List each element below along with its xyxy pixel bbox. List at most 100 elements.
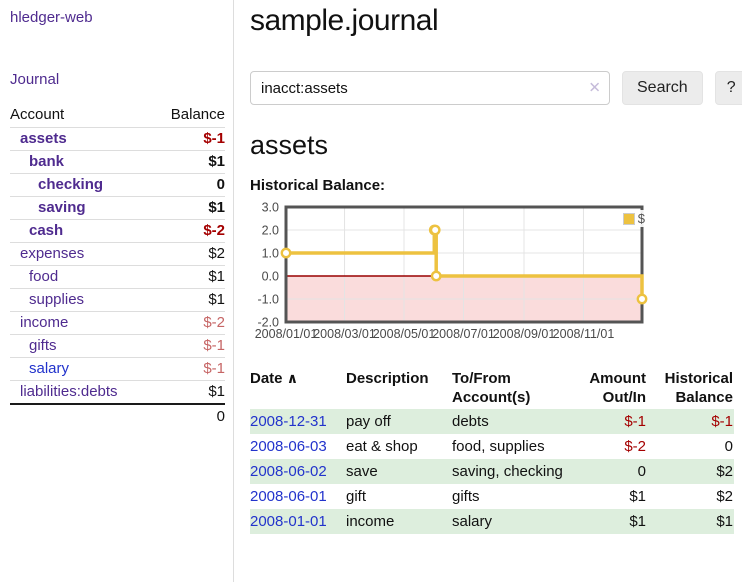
clear-search-icon[interactable]: ✕ (588, 79, 601, 97)
x-axis-label: 2008/09/01 (493, 327, 556, 341)
sort-ascending-icon[interactable]: ∧ (286, 370, 299, 386)
transaction-balance: 0 (724, 438, 733, 455)
page-title: sample.journal (250, 4, 439, 37)
transaction-description: gift (346, 488, 367, 505)
data-point-marker (429, 224, 441, 236)
transaction-balance: $-1 (711, 413, 733, 430)
search-button[interactable]: Search (622, 71, 703, 105)
column-header-amount: Amount Out/In (589, 370, 646, 406)
y-axis-label: -2.0 (257, 316, 279, 330)
account-row: bank $1 (10, 150, 225, 173)
x-axis-label: 2008/03/01 (313, 327, 376, 341)
account-row: salary $-1 (10, 357, 225, 380)
legend-label: $ (637, 211, 645, 226)
historical-balance-chart[interactable]: 3.0 2.0 1.0 0.0 -1.0 -2.0 2008/01/01 2008/03/01… (250, 201, 650, 343)
brand-link[interactable]: hledger-web (10, 9, 93, 26)
account-balance: $1 (208, 199, 225, 216)
chart-legend: $ (620, 210, 647, 227)
transaction-date-link[interactable]: 2008-12-31 (250, 413, 327, 430)
y-axis-label: 3.0 (262, 201, 279, 215)
transaction-accounts: gifts (452, 488, 480, 505)
accounts-rows: assets $-1 bank $1 checking 0 saving $1 cash $-2 e… (10, 127, 225, 403)
account-link-salary[interactable]: salary (29, 360, 70, 377)
transaction-date-link[interactable]: 2008-06-03 (250, 438, 327, 455)
transactions-header-row: Date ∧ Description To/From Account(s) Amount… (250, 367, 734, 409)
account-balance: $1 (208, 291, 225, 308)
data-point-marker (430, 270, 442, 282)
account-link-cash[interactable]: cash (29, 222, 64, 239)
transaction-row: 2008-06-03 eat & shop food, supplies $-2 0 (250, 434, 734, 459)
account-link-food[interactable]: food (29, 268, 59, 285)
account-balance: $1 (208, 383, 225, 400)
column-header-description: Description (346, 370, 429, 387)
column-header-accounts: To/From Account(s) (452, 370, 531, 406)
transaction-accounts: saving, checking (452, 463, 563, 480)
account-link-saving[interactable]: saving (38, 199, 86, 216)
transaction-balance: $2 (716, 463, 733, 480)
account-link-assets[interactable]: assets (20, 130, 67, 147)
account-column-header: Account (10, 106, 65, 123)
column-header-balance: Historical Balance (664, 370, 733, 406)
y-axis-label: -1.0 (257, 293, 279, 307)
account-row: income $-2 (10, 311, 225, 334)
transaction-row: 2008-06-01 gift gifts $1 $2 (250, 484, 734, 509)
sidebar: hledger-web Journal Account Balance asse… (0, 0, 234, 582)
account-row: expenses $2 (10, 242, 225, 265)
account-row: liabilities:debts $1 (10, 380, 225, 403)
account-row: food $1 (10, 265, 225, 288)
transaction-amount: $-1 (624, 413, 646, 430)
account-link-bank[interactable]: bank (29, 153, 65, 170)
transaction-row: 2008-06-02 save saving, checking 0 $2 (250, 459, 734, 484)
main-content: sample.journal ✕ Search ? assets Histori… (234, 0, 742, 582)
transaction-description: pay off (346, 413, 391, 430)
transaction-date-link[interactable]: 2008-01-01 (250, 513, 327, 530)
account-balance: $-1 (203, 360, 225, 377)
transaction-row: 2008-12-31 pay off debts $-1 $-1 (250, 409, 734, 434)
data-point-marker (280, 247, 292, 259)
x-axis-label: 2008/05/01 (373, 327, 436, 341)
chart-title: Historical Balance: (250, 177, 386, 194)
account-link-supplies[interactable]: supplies (29, 291, 85, 308)
x-axis-label: 2008/11/01 (553, 327, 615, 341)
search-form: ✕ Search ? (250, 71, 742, 105)
x-axis-label: 2008/01/01 (255, 327, 318, 341)
search-input[interactable] (250, 71, 610, 105)
account-balance: $2 (208, 245, 225, 262)
total-balance: 0 (216, 408, 225, 425)
transaction-amount: $1 (629, 488, 646, 505)
account-link-expenses[interactable]: expenses (20, 245, 85, 262)
transaction-balance: $2 (716, 488, 733, 505)
account-row: assets $-1 (10, 127, 225, 150)
chart-canvas: 3.0 2.0 1.0 0.0 -1.0 -2.02008/01/012008/03/01… (255, 201, 648, 341)
accounts-total-row: 0 (10, 403, 225, 428)
chart-plot-border (284, 205, 644, 324)
account-link-checking[interactable]: checking (38, 176, 104, 193)
account-link-income[interactable]: income (20, 314, 69, 331)
transactions-table: Date ∧ Description To/From Account(s) Amount… (250, 367, 734, 534)
transaction-date-link[interactable]: 2008-06-01 (250, 488, 327, 505)
transaction-accounts: debts (452, 413, 489, 430)
account-row: cash $-2 (10, 219, 225, 242)
account-row: gifts $-1 (10, 334, 225, 357)
transaction-date-link[interactable]: 2008-06-02 (250, 463, 327, 480)
transaction-row: 2008-01-01 income salary $1 $1 (250, 509, 734, 534)
transaction-amount: $-2 (624, 438, 646, 455)
account-balance: $1 (208, 153, 225, 170)
data-point-marker (636, 293, 648, 305)
transaction-accounts: salary (452, 513, 493, 530)
transaction-balance: $1 (716, 513, 733, 530)
x-axis-label: 2008/07/01 (432, 327, 495, 341)
y-axis-label: 1.0 (262, 247, 279, 261)
y-axis-label: 0.0 (262, 270, 279, 284)
transaction-accounts: food, supplies (452, 438, 545, 455)
help-button[interactable]: ? (714, 71, 742, 105)
account-row: checking 0 (10, 173, 225, 196)
transaction-amount: 0 (637, 463, 646, 480)
account-balance: $1 (208, 268, 225, 285)
account-balance: $-1 (203, 337, 225, 354)
account-link-gifts[interactable]: gifts (29, 337, 57, 354)
account-link-liabilities-debts[interactable]: liabilities:debts (20, 383, 118, 400)
search-box: ✕ (250, 71, 610, 105)
sidebar-item-journal[interactable]: Journal (10, 71, 60, 88)
